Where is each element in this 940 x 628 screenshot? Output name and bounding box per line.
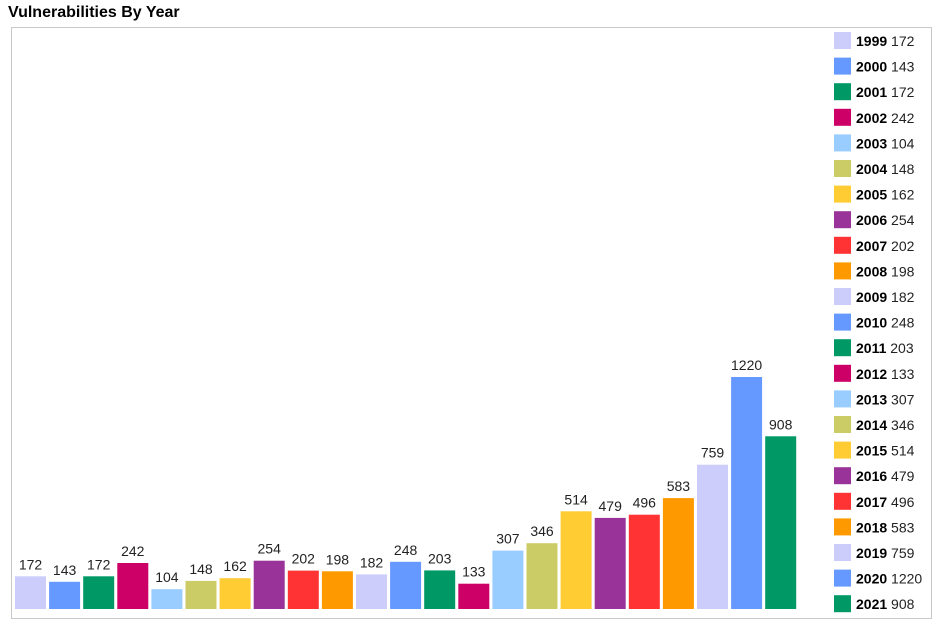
legend-entry-2021: 2021 908 — [856, 596, 915, 612]
legend-entry-2014: 2014 346 — [856, 417, 915, 433]
bar-2009 — [356, 574, 387, 609]
legend-entry-2007: 2007 202 — [856, 238, 915, 254]
bar-2020 — [731, 377, 763, 609]
legend-swatch-2007 — [834, 236, 851, 254]
legend-swatch-2012 — [834, 364, 851, 382]
bar-2017 — [628, 514, 660, 609]
bar-2016 — [594, 517, 626, 609]
legend-entry-2011: 2011 203 — [856, 340, 914, 356]
legend-entry-1999: 1999 172 — [856, 33, 915, 49]
legend-entry-2016: 2016 479 — [856, 468, 915, 484]
bar-2014 — [526, 543, 558, 609]
bar-value-label-2009: 182 — [360, 554, 384, 570]
legend-swatch-2001 — [834, 83, 851, 101]
legend-entry-2003: 2003 104 — [856, 135, 915, 151]
legend-entry-2012: 2012 133 — [856, 366, 915, 382]
legend-entry-2006: 2006 254 — [856, 212, 915, 228]
legend-entry-2009: 2009 182 — [856, 289, 915, 305]
bar-value-label-2010: 248 — [394, 542, 418, 558]
legend-entry-2002: 2002 242 — [856, 110, 915, 126]
bar-value-label-2007: 202 — [292, 551, 316, 567]
legend-swatch-2002 — [834, 108, 851, 126]
bar-value-label-2000: 143 — [53, 562, 77, 578]
bar-2018 — [662, 498, 694, 609]
bar-2006 — [253, 560, 285, 609]
bar-1999 — [15, 576, 46, 609]
bar-2012 — [458, 583, 490, 609]
bar-value-label-2015: 514 — [564, 491, 588, 507]
legend-swatch-1999 — [834, 32, 851, 49]
legend-swatch-2016 — [834, 467, 851, 485]
bar-2001 — [83, 576, 115, 609]
bar-value-label-2019: 759 — [701, 445, 725, 461]
legend-swatch-2014 — [834, 416, 851, 433]
bar-value-label-2005: 162 — [223, 558, 247, 574]
legend-entry-2013: 2013 307 — [856, 391, 915, 407]
bar-2008 — [321, 571, 353, 609]
bar-value-label-2018: 583 — [667, 478, 691, 494]
legend-entry-2001: 2001 172 — [856, 84, 915, 100]
legend-entry-2008: 2008 198 — [856, 263, 915, 279]
bar-value-label-2001: 172 — [87, 556, 111, 572]
bar-value-label-2017: 496 — [633, 495, 657, 511]
legend-entry-2017: 2017 496 — [856, 494, 915, 510]
legend-swatch-2006 — [834, 211, 851, 229]
bar-value-label-1999: 172 — [19, 556, 43, 572]
bar-2003 — [151, 589, 183, 609]
bar-2021 — [765, 436, 797, 609]
bar-value-label-2003: 104 — [155, 569, 179, 585]
bar-2005 — [219, 578, 251, 609]
bar-2013 — [492, 550, 524, 609]
legend-swatch-2011 — [834, 339, 851, 357]
legend-swatch-2018 — [834, 518, 851, 536]
bar-value-label-2006: 254 — [258, 541, 282, 557]
bar-2010 — [390, 561, 422, 609]
bar-2002 — [117, 563, 149, 609]
legend-swatch-2017 — [834, 492, 851, 510]
bar-value-label-2011: 203 — [428, 550, 452, 566]
legend-swatch-2000 — [834, 57, 851, 75]
bar-value-label-2021: 908 — [769, 416, 793, 432]
bar-value-label-2014: 346 — [530, 523, 554, 539]
legend-swatch-2009 — [834, 288, 851, 305]
legend-entry-2020: 2020 1220 — [856, 571, 922, 587]
bar-value-label-2012: 133 — [462, 564, 486, 580]
legend-swatch-2005 — [834, 185, 851, 203]
legend-swatch-2008 — [834, 262, 851, 280]
legend-swatch-2019 — [834, 544, 851, 561]
bar-2007 — [287, 570, 319, 609]
bar-value-label-2016: 479 — [599, 498, 623, 514]
bar-value-label-2002: 242 — [121, 543, 145, 559]
legend-swatch-2020 — [834, 569, 851, 587]
bar-2004 — [185, 580, 217, 609]
legend-swatch-2015 — [834, 441, 851, 459]
legend-swatch-2013 — [834, 390, 851, 408]
legend-entry-2000: 2000 143 — [856, 59, 915, 75]
legend-swatch-2003 — [834, 134, 851, 152]
bar-2000 — [49, 581, 81, 609]
legend-entry-2015: 2015 514 — [856, 443, 915, 459]
bar-2011 — [424, 570, 456, 609]
legend-swatch-2004 — [834, 160, 851, 177]
bar-value-label-2020: 1220 — [731, 357, 762, 373]
legend-entry-2005: 2005 162 — [856, 187, 915, 203]
bar-value-label-2004: 148 — [189, 561, 213, 577]
legend-swatch-2010 — [834, 313, 851, 331]
bar-value-label-2013: 307 — [496, 531, 520, 547]
legend-swatch-2021 — [834, 595, 851, 613]
bar-2015 — [560, 511, 592, 609]
legend-entry-2004: 2004 148 — [856, 161, 915, 177]
bar-2019 — [697, 464, 728, 609]
legend-entry-2019: 2019 759 — [856, 545, 915, 561]
chart-title: Vulnerabilities By Year — [8, 4, 180, 21]
legend-entry-2018: 2018 583 — [856, 519, 915, 535]
bar-value-label-2008: 198 — [326, 551, 350, 567]
legend-entry-2010: 2010 248 — [856, 315, 915, 331]
